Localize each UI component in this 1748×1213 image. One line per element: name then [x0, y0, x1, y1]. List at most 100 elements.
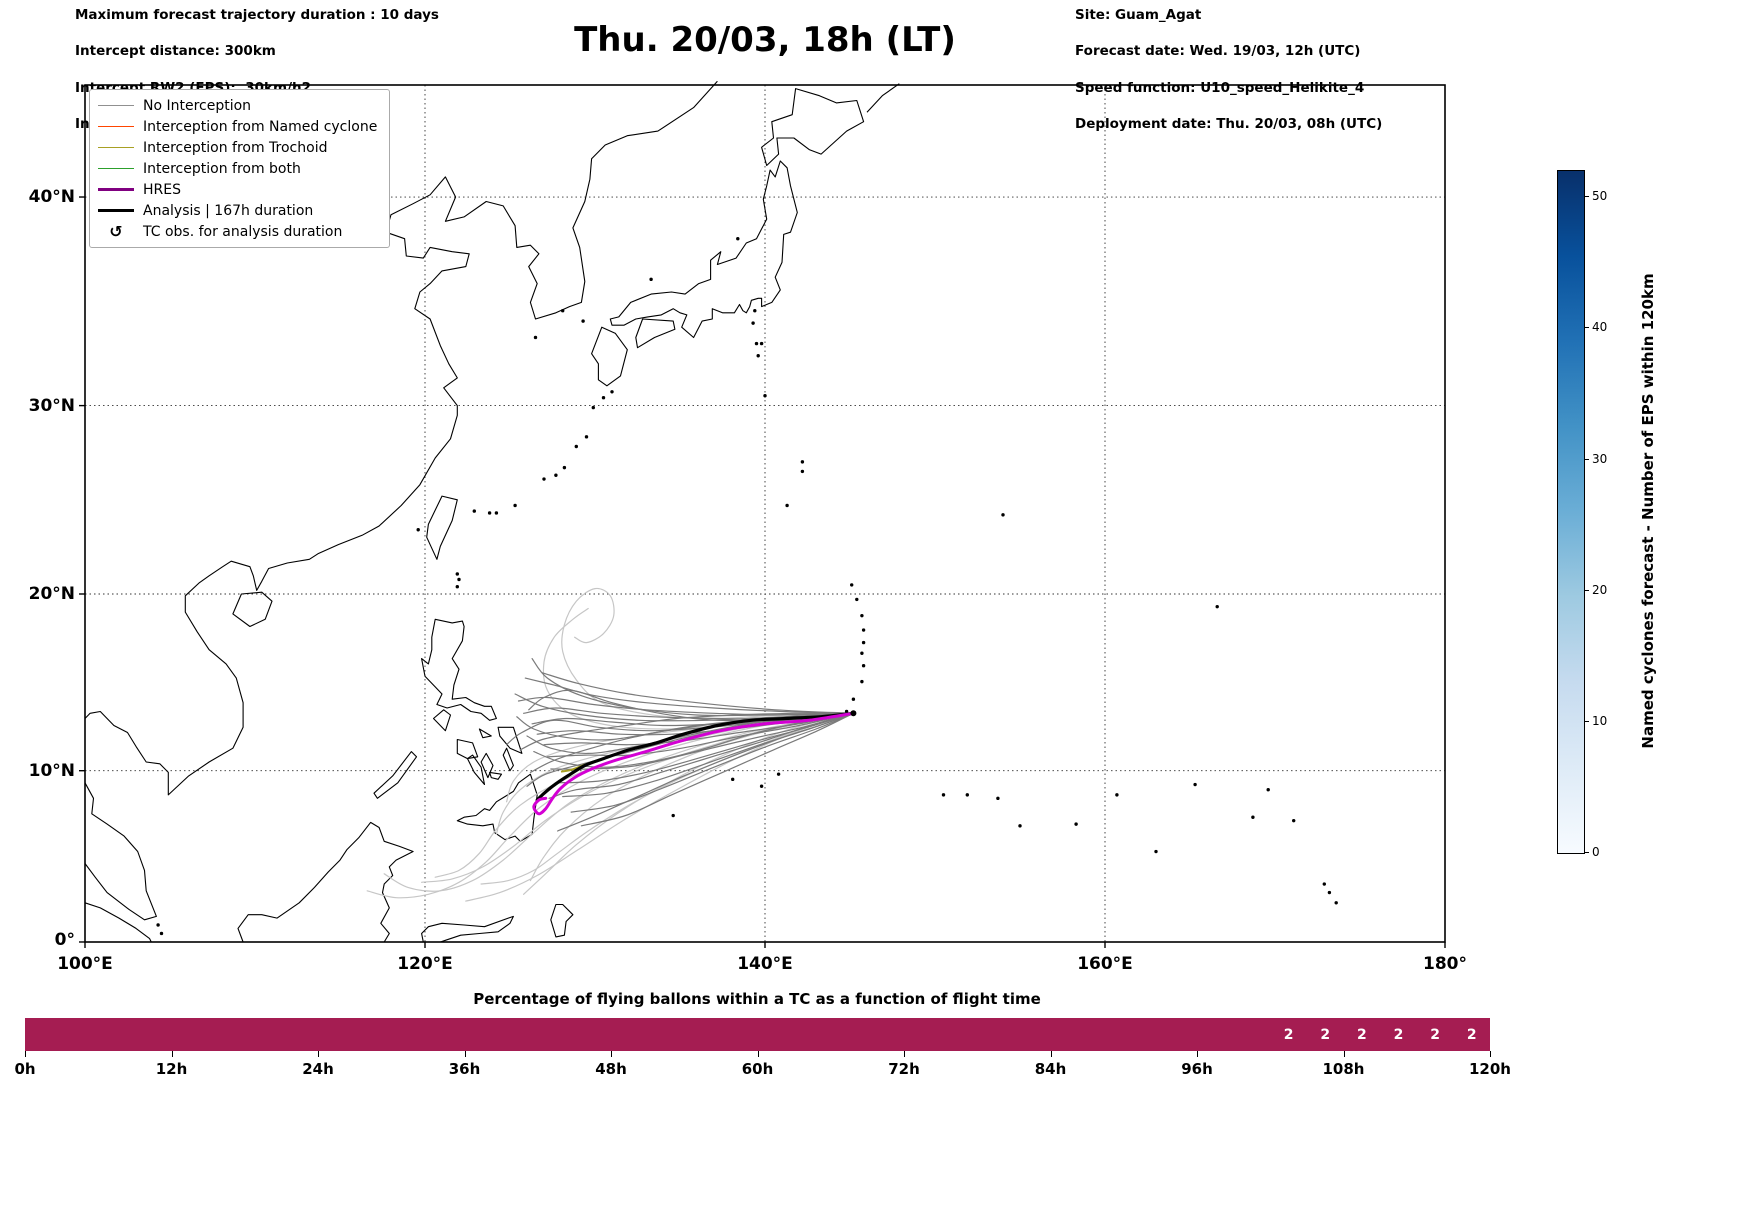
legend-entry-interception-trochoid: Interception from Trochoid: [98, 137, 377, 158]
map-x-tick-label: 100°E: [57, 954, 113, 974]
island-dot: [763, 394, 767, 398]
coastline: [421, 915, 514, 943]
colorbar-tick-mark: [1584, 720, 1589, 722]
ensemble-trajectory: [524, 677, 854, 714]
bottom-tick-mark: [1343, 1051, 1345, 1057]
map-x-tick-label: 120°E: [397, 954, 453, 974]
island-dot: [776, 772, 781, 776]
bottom-tick-label: 48h: [595, 1060, 627, 1078]
island-dot: [753, 309, 757, 313]
bottom-tick-label: 84h: [1034, 1060, 1067, 1078]
coastline: [866, 83, 900, 113]
legend-label: TC obs. for analysis duration: [143, 223, 343, 240]
island-dot: [754, 341, 759, 346]
island-dot: [159, 931, 164, 936]
island-dot: [554, 473, 558, 477]
coastline: [478, 728, 492, 739]
ensemble-trajectory: [561, 587, 854, 720]
island-dot: [996, 796, 1000, 801]
map-y-tick-label: 20°N: [28, 583, 75, 604]
island-dot: [671, 813, 675, 818]
bottom-tick-mark: [171, 1051, 173, 1057]
coastline: [84, 902, 152, 943]
percentage-bar: [25, 1018, 1490, 1051]
island-dot: [416, 528, 420, 532]
forecast-date-text: Forecast date: Wed. 19/03, 12h (UTC): [1075, 43, 1361, 60]
island-dot: [850, 583, 854, 587]
island-dot: [759, 784, 764, 788]
bottom-tick-label: 0h: [14, 1060, 36, 1078]
ensemble-trajectory: [531, 712, 854, 727]
island-dot: [800, 469, 805, 474]
island-dot: [513, 503, 517, 508]
colorbar-tick-mark: [1584, 458, 1589, 460]
coastline: [497, 726, 523, 754]
coastline: [237, 821, 414, 943]
colorbar-tick-mark: [1584, 589, 1589, 591]
island-dot: [1115, 793, 1119, 797]
island-dot: [1074, 822, 1078, 826]
colorbar-tick-mark: [1584, 196, 1589, 198]
analysis-swatch: [98, 209, 134, 212]
island-dot: [574, 444, 578, 449]
colorbar-tick-mark: [1584, 327, 1589, 329]
speed-function-text: Speed function: U10_speed_Helikite_4: [1075, 79, 1365, 96]
island-dot: [736, 237, 740, 241]
bottom-tick-mark: [1197, 1051, 1199, 1057]
island-dot: [851, 697, 856, 701]
ensemble-trajectory: [541, 672, 854, 714]
legend-line: [98, 105, 134, 106]
coastline: [373, 751, 418, 799]
coastline: [609, 160, 798, 339]
island-dot: [533, 335, 538, 340]
ensemble-trajectory: [519, 712, 854, 751]
island-dot: [759, 341, 764, 346]
legend-entry-tc-obs: ↺ TC obs. for analysis duration: [98, 221, 377, 242]
island-dot: [1266, 788, 1270, 792]
island-dot: [861, 663, 866, 668]
island-dot: [561, 309, 565, 313]
bottom-tick-mark: [464, 1051, 466, 1057]
deployment-start-marker: [850, 710, 857, 717]
island-dot: [941, 793, 946, 797]
colorbar-tick-label: 30: [1592, 451, 1608, 466]
legend-label: No Interception: [143, 97, 252, 114]
colorbar-tick-label: 0: [1592, 845, 1600, 859]
legend-line: [98, 209, 134, 212]
bar-count-label: 2: [1393, 1026, 1404, 1043]
island-dot: [562, 465, 567, 470]
coastline: [84, 80, 718, 796]
island-dot: [1251, 815, 1255, 819]
island-dot: [601, 396, 606, 400]
analysis-trajectory: [535, 711, 855, 802]
colorbar-label: Named cyclones forecast - Number of EPS …: [1639, 273, 1657, 749]
coastline: [232, 591, 273, 628]
bottom-tick-mark: [611, 1051, 613, 1057]
island-dot: [1018, 824, 1022, 828]
legend-label: Interception from both: [143, 160, 301, 177]
coastline: [591, 326, 628, 387]
coastline: [502, 747, 514, 772]
tc-obs-symbol-icon: ↺: [109, 222, 123, 241]
legend-line: [98, 168, 134, 169]
island-dot: [800, 460, 805, 464]
coastline: [466, 754, 486, 786]
island-dot: [860, 679, 864, 684]
island-dot: [542, 477, 546, 481]
map-x-tick-label: 160°E: [1077, 954, 1133, 974]
ensemble-trajectory: [533, 712, 854, 768]
island-dot: [1327, 890, 1332, 895]
page-title: Thu. 20/03, 18h (LT): [574, 20, 956, 60]
ensemble-trajectory: [548, 712, 854, 799]
coastline: [421, 618, 497, 721]
colorbar-tick-label: 20: [1592, 582, 1608, 597]
legend-line: [98, 126, 134, 127]
map-y-tick-label: 10°N: [28, 760, 75, 781]
bottom-tick-label: 60h: [741, 1060, 774, 1078]
ensemble-trajectory: [570, 712, 854, 813]
island-dot: [457, 577, 461, 582]
coastline: [426, 495, 458, 560]
island-dot: [965, 793, 969, 797]
bottom-tick-label: 36h: [448, 1060, 481, 1078]
map-y-tick-label: 0°: [54, 930, 75, 950]
